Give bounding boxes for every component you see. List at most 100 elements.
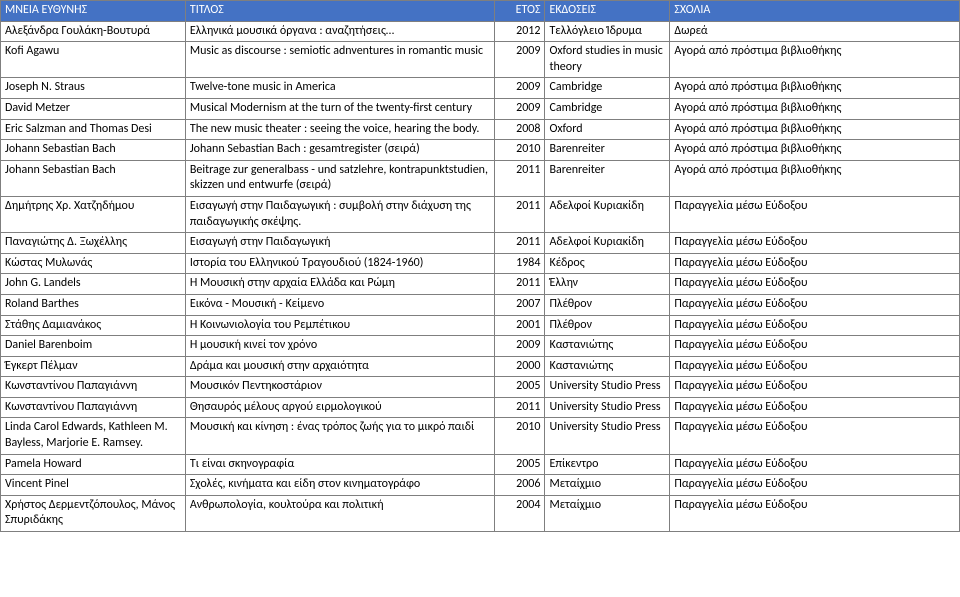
header-titlos: ΤΙΤΛΟΣ	[185, 1, 495, 22]
table-row: David MetzerMusical Modernism at the tur…	[1, 98, 960, 119]
table-row: Κώστας ΜυλωνάςΙστορία του Ελληνικού Τραγ…	[1, 253, 960, 274]
cell-titlos: Beitrage zur generalbass - und satzlehre…	[185, 160, 495, 196]
cell-titlos: Twelve-tone music in America	[185, 78, 495, 99]
header-mneia: ΜΝΕΙΑ ΕΥΘΥΝΗΣ	[1, 1, 186, 22]
cell-sxolia: Παραγγελία μέσω Εύδοξου	[670, 454, 960, 475]
table-row: Παναγιώτης Δ. ΞωχέλληςΕισαγωγή στην Παιδ…	[1, 233, 960, 254]
cell-mneia: Vincent Pinel	[1, 475, 186, 496]
table-row: Κωνσταντίνου ΠαπαγιάννηΜουσικόν Πεντηκοσ…	[1, 377, 960, 398]
table-row: Johann Sebastian BachBeitrage zur genera…	[1, 160, 960, 196]
cell-ekdoseis: Barenreiter	[545, 140, 670, 161]
cell-sxolia: Παραγγελία μέσω Εύδοξου	[670, 418, 960, 454]
cell-mneia: Johann Sebastian Bach	[1, 140, 186, 161]
table-row: Vincent PinelΣχολές, κινήματα και είδη σ…	[1, 475, 960, 496]
header-ekdoseis: ΕΚΔΟΣΕΙΣ	[545, 1, 670, 22]
table-row: Roland BarthesΕικόνα - Μουσική - Κείμενο…	[1, 294, 960, 315]
cell-titlos: Ανθρωπολογία, κουλτούρα και πολιτική	[185, 495, 495, 531]
cell-etos: 2005	[495, 377, 545, 398]
cell-titlos: Music as discourse : semiotic adnventure…	[185, 42, 495, 78]
cell-sxolia: Παραγγελία μέσω Εύδοξου	[670, 315, 960, 336]
cell-titlos: Σχολές, κινήματα και είδη στον κινηματογ…	[185, 475, 495, 496]
cell-titlos: Δράμα και μουσική στην αρχαιότητα	[185, 356, 495, 377]
cell-ekdoseis: Πλέθρον	[545, 294, 670, 315]
cell-mneia: Daniel Barenboim	[1, 336, 186, 357]
table-body: Αλεξάνδρα Γουλάκη-ΒουτυράΕλληνικά μουσικ…	[1, 21, 960, 531]
cell-sxolia: Παραγγελία μέσω Εύδοξου	[670, 274, 960, 295]
table-row: Κωνσταντίνου ΠαπαγιάννηΘησαυρός μέλους α…	[1, 397, 960, 418]
cell-mneia: Κώστας Μυλωνάς	[1, 253, 186, 274]
table-row: Eric Salzman and Thomas DesiThe new musi…	[1, 119, 960, 140]
cell-ekdoseis: Oxford studies in music theory	[545, 42, 670, 78]
cell-mneia: Eric Salzman and Thomas Desi	[1, 119, 186, 140]
cell-mneia: Kofi Agawu	[1, 42, 186, 78]
cell-sxolia: Παραγγελία μέσω Εύδοξου	[670, 196, 960, 232]
cell-etos: 2004	[495, 495, 545, 531]
cell-sxolia: Αγορά από πρόστιμα βιβλιοθήκης	[670, 140, 960, 161]
cell-titlos: Musical Modernism at the turn of the twe…	[185, 98, 495, 119]
header-row: ΜΝΕΙΑ ΕΥΘΥΝΗΣ ΤΙΤΛΟΣ ΕΤΟΣ ΕΚΔΟΣΕΙΣ ΣΧΟΛΙ…	[1, 1, 960, 22]
cell-titlos: Τι είναι σκηνογραφία	[185, 454, 495, 475]
cell-sxolia: Παραγγελία μέσω Εύδοξου	[670, 475, 960, 496]
cell-ekdoseis: University Studio Press	[545, 397, 670, 418]
cell-sxolia: Παραγγελία μέσω Εύδοξου	[670, 377, 960, 398]
cell-sxolia: Παραγγελία μέσω Εύδοξου	[670, 233, 960, 254]
cell-titlos: The new music theater : seeing the voice…	[185, 119, 495, 140]
table-row: John G. LandelsΗ Μουσική στην αρχαία Ελλ…	[1, 274, 960, 295]
cell-mneia: Στάθης Δαμιανάκος	[1, 315, 186, 336]
cell-etos: 2009	[495, 98, 545, 119]
table-row: Στάθης ΔαμιανάκοςΗ Κοινωνιολογία του Ρεμ…	[1, 315, 960, 336]
table-row: Δημήτρης Χρ. ΧατζηδήμουΕισαγωγή στην Παι…	[1, 196, 960, 232]
cell-mneia: Αλεξάνδρα Γουλάκη-Βουτυρά	[1, 21, 186, 42]
cell-etos: 2008	[495, 119, 545, 140]
cell-titlos: Η Κοινωνιολογία του Ρεμπέτικου	[185, 315, 495, 336]
table-row: Χρήστος Δερμεντζόπουλος, Μάνος Σπυριδάκη…	[1, 495, 960, 531]
cell-etos: 2009	[495, 78, 545, 99]
cell-etos: 2010	[495, 140, 545, 161]
cell-sxolia: Αγορά από πρόστιμα βιβλιοθήκης	[670, 42, 960, 78]
cell-ekdoseis: Μεταίχμιο	[545, 475, 670, 496]
cell-etos: 2011	[495, 233, 545, 254]
cell-mneia: Pamela Howard	[1, 454, 186, 475]
cell-etos: 2007	[495, 294, 545, 315]
cell-ekdoseis: Αδελφοί Κυριακίδη	[545, 233, 670, 254]
cell-mneia: Κωνσταντίνου Παπαγιάννη	[1, 377, 186, 398]
table-row: Linda Carol Edwards, Kathleen M. Bayless…	[1, 418, 960, 454]
table-row: Daniel BarenboimΗ μουσική κινεί τον χρόν…	[1, 336, 960, 357]
cell-ekdoseis: Barenreiter	[545, 160, 670, 196]
table-row: Johann Sebastian BachJohann Sebastian Ba…	[1, 140, 960, 161]
table-row: Joseph N. StrausTwelve-tone music in Ame…	[1, 78, 960, 99]
cell-mneia: Linda Carol Edwards, Kathleen M. Bayless…	[1, 418, 186, 454]
cell-mneia: Johann Sebastian Bach	[1, 160, 186, 196]
cell-mneia: Παναγιώτης Δ. Ξωχέλλης	[1, 233, 186, 254]
cell-titlos: Μουσικόν Πεντηκοστάριον	[185, 377, 495, 398]
cell-ekdoseis: University Studio Press	[545, 418, 670, 454]
cell-titlos: Εισαγωγή στην Παιδαγωγική : συμβολή στην…	[185, 196, 495, 232]
cell-ekdoseis: Μεταίχμιο	[545, 495, 670, 531]
cell-ekdoseis: Καστανιώτης	[545, 336, 670, 357]
cell-ekdoseis: Τελλόγλειο Ίδρυμα	[545, 21, 670, 42]
cell-mneia: Κωνσταντίνου Παπαγιάννη	[1, 397, 186, 418]
cell-mneia: Δημήτρης Χρ. Χατζηδήμου	[1, 196, 186, 232]
cell-titlos: Η μουσική κινεί τον χρόνο	[185, 336, 495, 357]
cell-ekdoseis: Oxford	[545, 119, 670, 140]
cell-etos: 1984	[495, 253, 545, 274]
cell-sxolia: Αγορά από πρόστιμα βιβλιοθήκης	[670, 160, 960, 196]
cell-etos: 2000	[495, 356, 545, 377]
cell-etos: 2009	[495, 336, 545, 357]
cell-sxolia: Αγορά από πρόστιμα βιβλιοθήκης	[670, 98, 960, 119]
cell-etos: 2011	[495, 397, 545, 418]
cell-etos: 2011	[495, 160, 545, 196]
cell-ekdoseis: Κέδρος	[545, 253, 670, 274]
cell-titlos: Ιστορία του Ελληνικού Τραγουδιού (1824-1…	[185, 253, 495, 274]
cell-titlos: Θησαυρός μέλους αργού ειρμολογικού	[185, 397, 495, 418]
cell-sxolia: Παραγγελία μέσω Εύδοξου	[670, 356, 960, 377]
cell-sxolia: Παραγγελία μέσω Εύδοξου	[670, 495, 960, 531]
cell-sxolia: Παραγγελία μέσω Εύδοξου	[670, 294, 960, 315]
cell-titlos: Η Μουσική στην αρχαία Ελλάδα και Ρώμη	[185, 274, 495, 295]
cell-titlos: Ελληνικά μουσικά όργανα : αναζητήσεις…	[185, 21, 495, 42]
cell-etos: 2011	[495, 196, 545, 232]
cell-ekdoseis: Επίκεντρο	[545, 454, 670, 475]
cell-etos: 2006	[495, 475, 545, 496]
cell-mneia: Χρήστος Δερμεντζόπουλος, Μάνος Σπυριδάκη…	[1, 495, 186, 531]
table-row: Pamela HowardΤι είναι σκηνογραφία2005Επί…	[1, 454, 960, 475]
